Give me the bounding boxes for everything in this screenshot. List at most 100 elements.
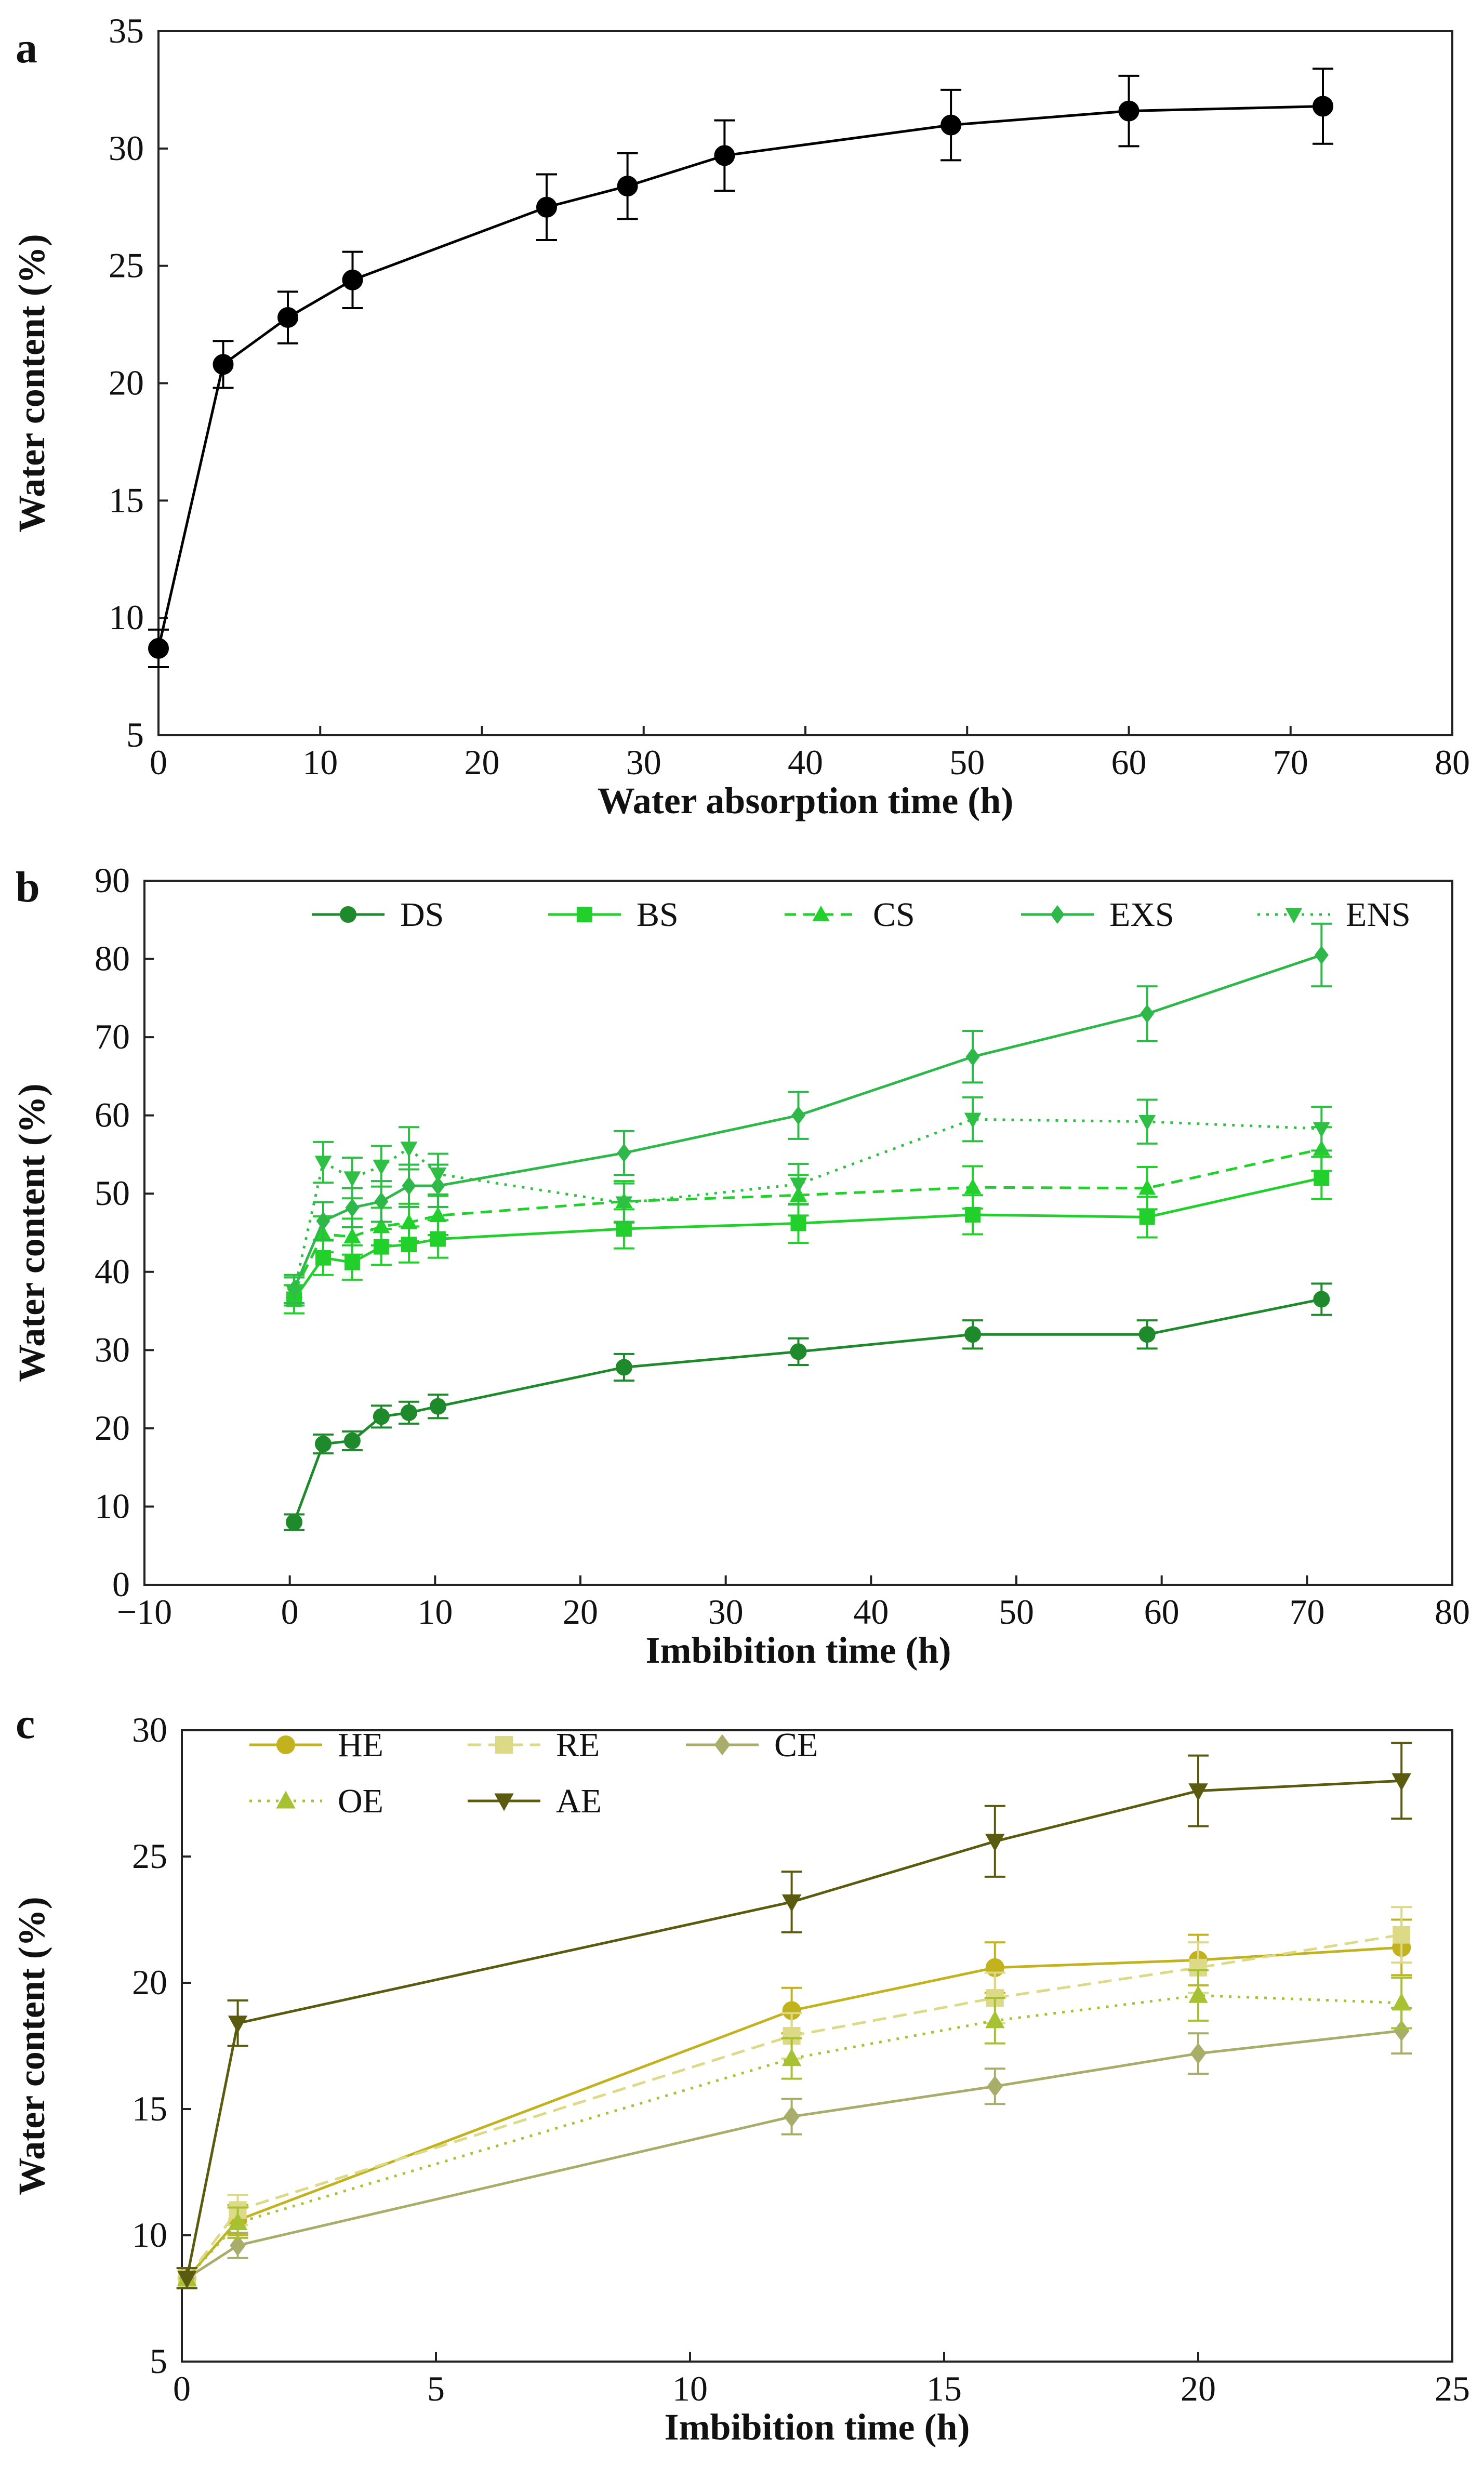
x-tick-label: 0	[150, 743, 167, 782]
data-point	[228, 2212, 248, 2231]
data-point	[1313, 96, 1333, 117]
legend-marker	[812, 905, 830, 921]
series-water-content	[148, 68, 1333, 669]
legend-marker	[577, 907, 592, 922]
data-point	[1313, 1291, 1330, 1308]
data-point	[1188, 1985, 1208, 2003]
legend-marker	[276, 1735, 295, 1754]
series-ens	[284, 1096, 1332, 1307]
legend-marker	[495, 1736, 513, 1754]
data-point	[1188, 1783, 1208, 1801]
y-tick-label: 60	[95, 1095, 130, 1135]
data-point	[1392, 1993, 1411, 2011]
x-axis-label: Water absorption time (h)	[598, 780, 1014, 821]
data-point	[429, 1398, 446, 1415]
x-tick-label: 70	[1273, 743, 1308, 782]
data-point	[791, 1106, 805, 1125]
data-point	[277, 307, 298, 328]
legend-label: BS	[637, 896, 679, 934]
data-point	[1313, 1122, 1330, 1138]
y-tick-label: 20	[95, 1408, 130, 1448]
data-point	[965, 1207, 981, 1223]
data-point	[429, 1207, 447, 1223]
y-tick-label: 50	[95, 1173, 130, 1213]
y-tick-label: 5	[150, 2341, 167, 2381]
data-point	[617, 1143, 631, 1162]
data-point	[314, 1436, 332, 1452]
data-point	[314, 1156, 332, 1172]
data-point	[1118, 100, 1140, 122]
x-axis-label: Imbibition time (h)	[645, 1629, 951, 1671]
data-point	[344, 1254, 360, 1270]
data-point	[615, 1196, 633, 1212]
legend-item-ens: ENS	[1257, 896, 1411, 934]
y-tick-label: 25	[132, 1836, 167, 1876]
data-point	[228, 2016, 248, 2034]
legend-label: HE	[338, 1726, 383, 1764]
data-point	[1314, 946, 1329, 965]
y-axis-label: Water content (%)	[11, 234, 52, 533]
legend-label: RE	[556, 1726, 600, 1764]
x-tick-label: 70	[1289, 1592, 1324, 1632]
series-line	[186, 1779, 1402, 2279]
data-point	[213, 354, 234, 375]
data-point	[286, 1514, 303, 1531]
legend-label: EXS	[1109, 896, 1174, 934]
y-tick-label: 90	[95, 860, 130, 900]
legend-label: ENS	[1346, 896, 1411, 934]
x-tick-label: 5	[427, 2369, 445, 2408]
x-tick-label: 40	[788, 743, 823, 782]
y-tick-label: 5	[126, 715, 144, 754]
y-tick-label: 35	[109, 11, 144, 50]
series-he	[176, 1918, 1412, 2290]
x-tick-label: 30	[626, 743, 661, 782]
data-point	[940, 114, 962, 136]
legend-item-ae: AE	[468, 1782, 602, 1820]
legend-marker	[1285, 908, 1303, 924]
data-point	[373, 1159, 390, 1175]
legend-item-oe: OE	[249, 1782, 383, 1820]
legend-item-ds: DS	[312, 896, 444, 934]
legend-label: DS	[400, 896, 444, 934]
data-point	[964, 1112, 982, 1129]
series-re	[176, 1906, 1412, 2290]
y-tick-label: 15	[109, 480, 144, 520]
x-tick-label: 40	[853, 1592, 889, 1632]
data-point	[1190, 2043, 1207, 2064]
chart-panel-a: a 0 10 20 30 40 50 60 70 80 5 10 15 20 25 30 35 Water abs…	[11, 11, 1470, 821]
y-tick-label: 30	[132, 1710, 167, 1749]
x-tick-label: 50	[949, 743, 985, 782]
plot-frame	[143, 880, 1453, 1586]
plot-frame	[157, 30, 1453, 736]
data-point	[1138, 1115, 1156, 1131]
data-point	[616, 1221, 632, 1237]
series-line	[157, 105, 1323, 649]
data-point	[1314, 1170, 1330, 1186]
data-point	[1393, 1926, 1411, 1944]
data-point	[965, 1047, 980, 1066]
legend-item-cs: CS	[785, 896, 915, 934]
y-tick-label: 25	[109, 246, 144, 285]
data-point	[400, 1213, 418, 1229]
data-point	[345, 1198, 360, 1217]
legend-item-he: HE	[249, 1726, 383, 1764]
series-ce	[176, 2007, 1412, 2290]
legend-item-ce: CE	[686, 1726, 818, 1764]
legend-marker	[276, 1791, 296, 1809]
data-point	[714, 145, 735, 166]
x-tick-label: 10	[417, 1592, 453, 1632]
data-point	[784, 2106, 800, 2127]
data-point	[373, 1217, 390, 1234]
x-tick-label: 20	[465, 743, 500, 782]
data-point	[964, 1178, 982, 1194]
data-point	[1138, 1179, 1156, 1195]
data-point	[1140, 1004, 1155, 1023]
series-line	[293, 1118, 1322, 1292]
data-point	[148, 638, 169, 659]
legend-item-exs: EXS	[1021, 896, 1174, 934]
x-tick-label: 30	[708, 1592, 744, 1632]
series-line	[293, 1147, 1322, 1292]
plot-frame	[181, 1729, 1453, 2363]
data-point	[400, 1404, 417, 1421]
